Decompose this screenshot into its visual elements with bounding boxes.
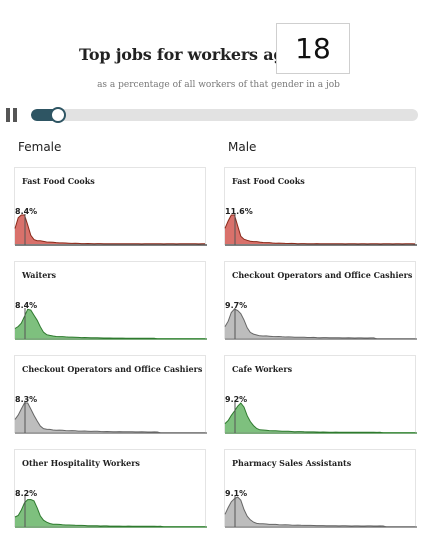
job-percentage: 8.2% (15, 489, 38, 498)
job-card[interactable]: Cafe Workers 9.2% (224, 355, 417, 434)
distribution-plot (14, 496, 207, 528)
distribution-plot (224, 214, 417, 246)
distribution-plot (14, 402, 207, 434)
column-label-female: Female (18, 140, 62, 154)
distribution-line (224, 496, 415, 528)
distribution-plot (224, 496, 417, 528)
header: Top jobs for workers aged 18 as a percen… (0, 0, 430, 100)
job-card[interactable]: Checkout Operators and Office Cashiers 8.… (14, 355, 207, 434)
distribution-area (225, 215, 415, 244)
job-title: Other Hospitality Workers (22, 458, 140, 468)
distribution-area (225, 497, 415, 527)
job-percentage: 8.4% (15, 207, 38, 216)
distribution-area (15, 309, 205, 339)
job-title: Fast Food Cooks (22, 176, 95, 186)
distribution-line (14, 402, 205, 434)
job-title: Checkout Operators and Office Cashiers (232, 270, 413, 280)
age-slider-track[interactable] (31, 109, 418, 121)
distribution-plot (224, 308, 417, 340)
job-title: Pharmacy Sales Assistants (232, 458, 352, 468)
distribution-line (224, 214, 416, 245)
job-card[interactable]: Checkout Operators and Office Cashiers 9.… (224, 261, 417, 340)
job-title: Waiters (22, 270, 57, 280)
pause-icon[interactable] (5, 108, 18, 122)
job-title: Fast Food Cooks (232, 176, 305, 186)
distribution-area (225, 403, 415, 433)
age-input[interactable]: 18 (276, 23, 350, 74)
job-percentage: 9.2% (225, 395, 248, 404)
job-percentage: 8.3% (15, 395, 38, 404)
distribution-area (225, 309, 415, 339)
distribution-line (224, 308, 415, 340)
job-title: Checkout Operators and Office Cashiers (22, 364, 203, 374)
job-percentage: 9.7% (225, 301, 248, 310)
column-label-male: Male (228, 140, 257, 154)
page-title: Top jobs for workers aged (79, 45, 306, 64)
job-card[interactable]: Pharmacy Sales Assistants 9.1% (224, 449, 417, 528)
distribution-plot (14, 214, 207, 246)
job-percentage: 8.4% (15, 301, 38, 310)
page-subtitle: as a percentage of all workers of that g… (97, 80, 340, 90)
distribution-area (15, 215, 205, 244)
job-card[interactable]: Fast Food Cooks 8.4% (14, 167, 207, 246)
age-slider-handle[interactable] (50, 107, 67, 123)
job-card[interactable]: Waiters 8.4% (14, 261, 207, 340)
distribution-plot (224, 402, 417, 434)
job-title: Cafe Workers (232, 364, 293, 374)
job-card[interactable]: Other Hospitality Workers 8.2% (14, 449, 207, 528)
distribution-area (15, 499, 205, 527)
distribution-area (15, 403, 205, 433)
distribution-plot (14, 308, 207, 340)
job-percentage: 11.6% (225, 207, 253, 216)
job-percentage: 9.1% (225, 489, 248, 498)
job-card[interactable]: Fast Food Cooks 11.6% (224, 167, 417, 246)
playback-controls (0, 106, 430, 126)
distribution-line (14, 214, 206, 245)
